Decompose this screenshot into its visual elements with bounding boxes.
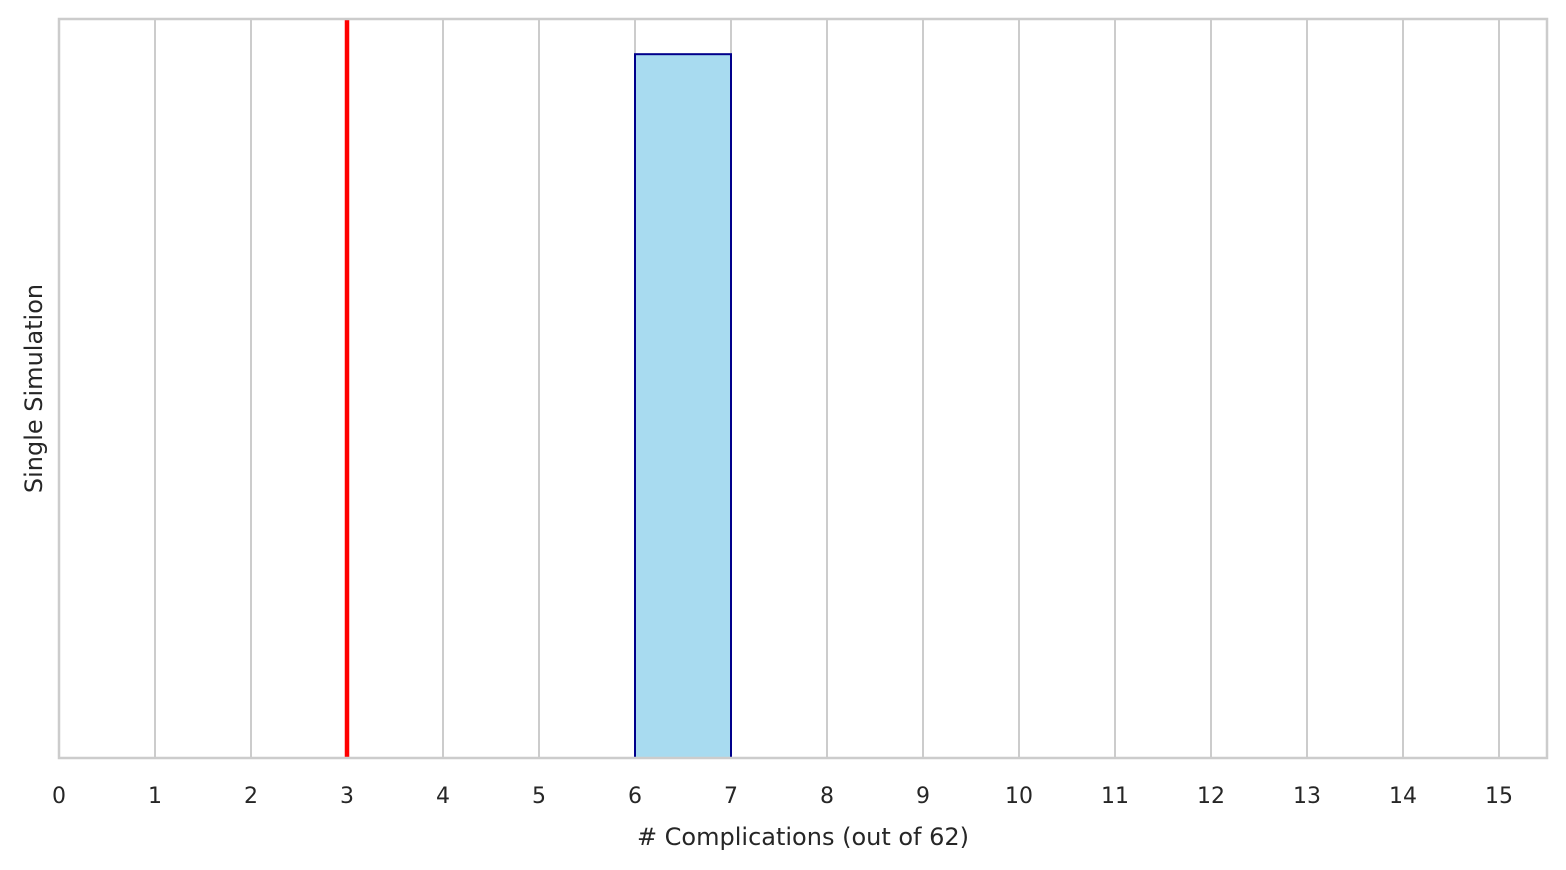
x-tick-label: 9 xyxy=(916,784,930,809)
x-tick-labels: 0 1 2 3 4 5 6 7 8 9 10 11 12 13 14 15 xyxy=(52,784,1513,809)
x-tick-label: 6 xyxy=(628,784,642,809)
x-tick-label: 5 xyxy=(532,784,546,809)
x-tick-label: 12 xyxy=(1197,784,1225,809)
bars xyxy=(634,53,732,759)
x-tick-label: 3 xyxy=(340,784,354,809)
histogram-bar xyxy=(634,53,732,759)
x-tick-label: 13 xyxy=(1293,784,1321,809)
x-tick-label: 2 xyxy=(244,784,258,809)
grid-lines xyxy=(58,19,1500,758)
x-tick-label: 10 xyxy=(1005,784,1033,809)
x-tick-label: 11 xyxy=(1101,784,1129,809)
x-axis-label: # Complications (out of 62) xyxy=(637,823,969,851)
x-tick-label: 15 xyxy=(1485,784,1513,809)
x-tick-label: 14 xyxy=(1389,784,1417,809)
y-axis-label: Single Simulation xyxy=(20,284,48,493)
x-tick-label: 8 xyxy=(820,784,834,809)
x-tick-label: 7 xyxy=(724,784,738,809)
x-tick-label: 0 xyxy=(52,784,66,809)
plot-area-frame xyxy=(57,17,1549,760)
x-tick-label: 1 xyxy=(148,784,162,809)
x-tick-label: 4 xyxy=(436,784,450,809)
